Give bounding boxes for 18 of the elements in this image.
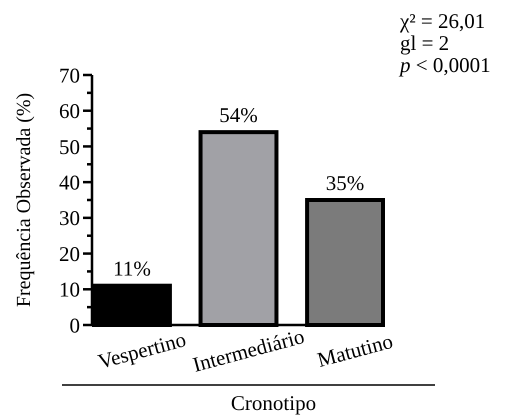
data-label: 11% <box>113 256 151 281</box>
y-tick-label: 0 <box>70 313 80 338</box>
x-axis-title: Cronotipo <box>230 391 316 415</box>
y-tick-label: 50 <box>59 134 80 159</box>
x-tick-label: Vespertino <box>95 327 188 374</box>
y-axis-title: Frequência Observada (%) <box>13 92 35 308</box>
y-tick-label: 10 <box>59 278 80 302</box>
text: p < 0,0001 <box>398 53 491 77</box>
data-label: 54% <box>219 103 258 128</box>
y-tick-label: 60 <box>59 99 80 124</box>
y-tick-label: 40 <box>59 170 80 194</box>
y-tick-label: 70 <box>59 63 80 88</box>
data-label: 35% <box>326 171 364 195</box>
text: χ² = 26,01 <box>399 9 486 33</box>
text: gl = 2 <box>400 31 450 55</box>
y-tick-label: 30 <box>59 206 80 230</box>
y-tick-label: 20 <box>59 242 80 266</box>
x-tick-label: Matutino <box>314 328 396 372</box>
